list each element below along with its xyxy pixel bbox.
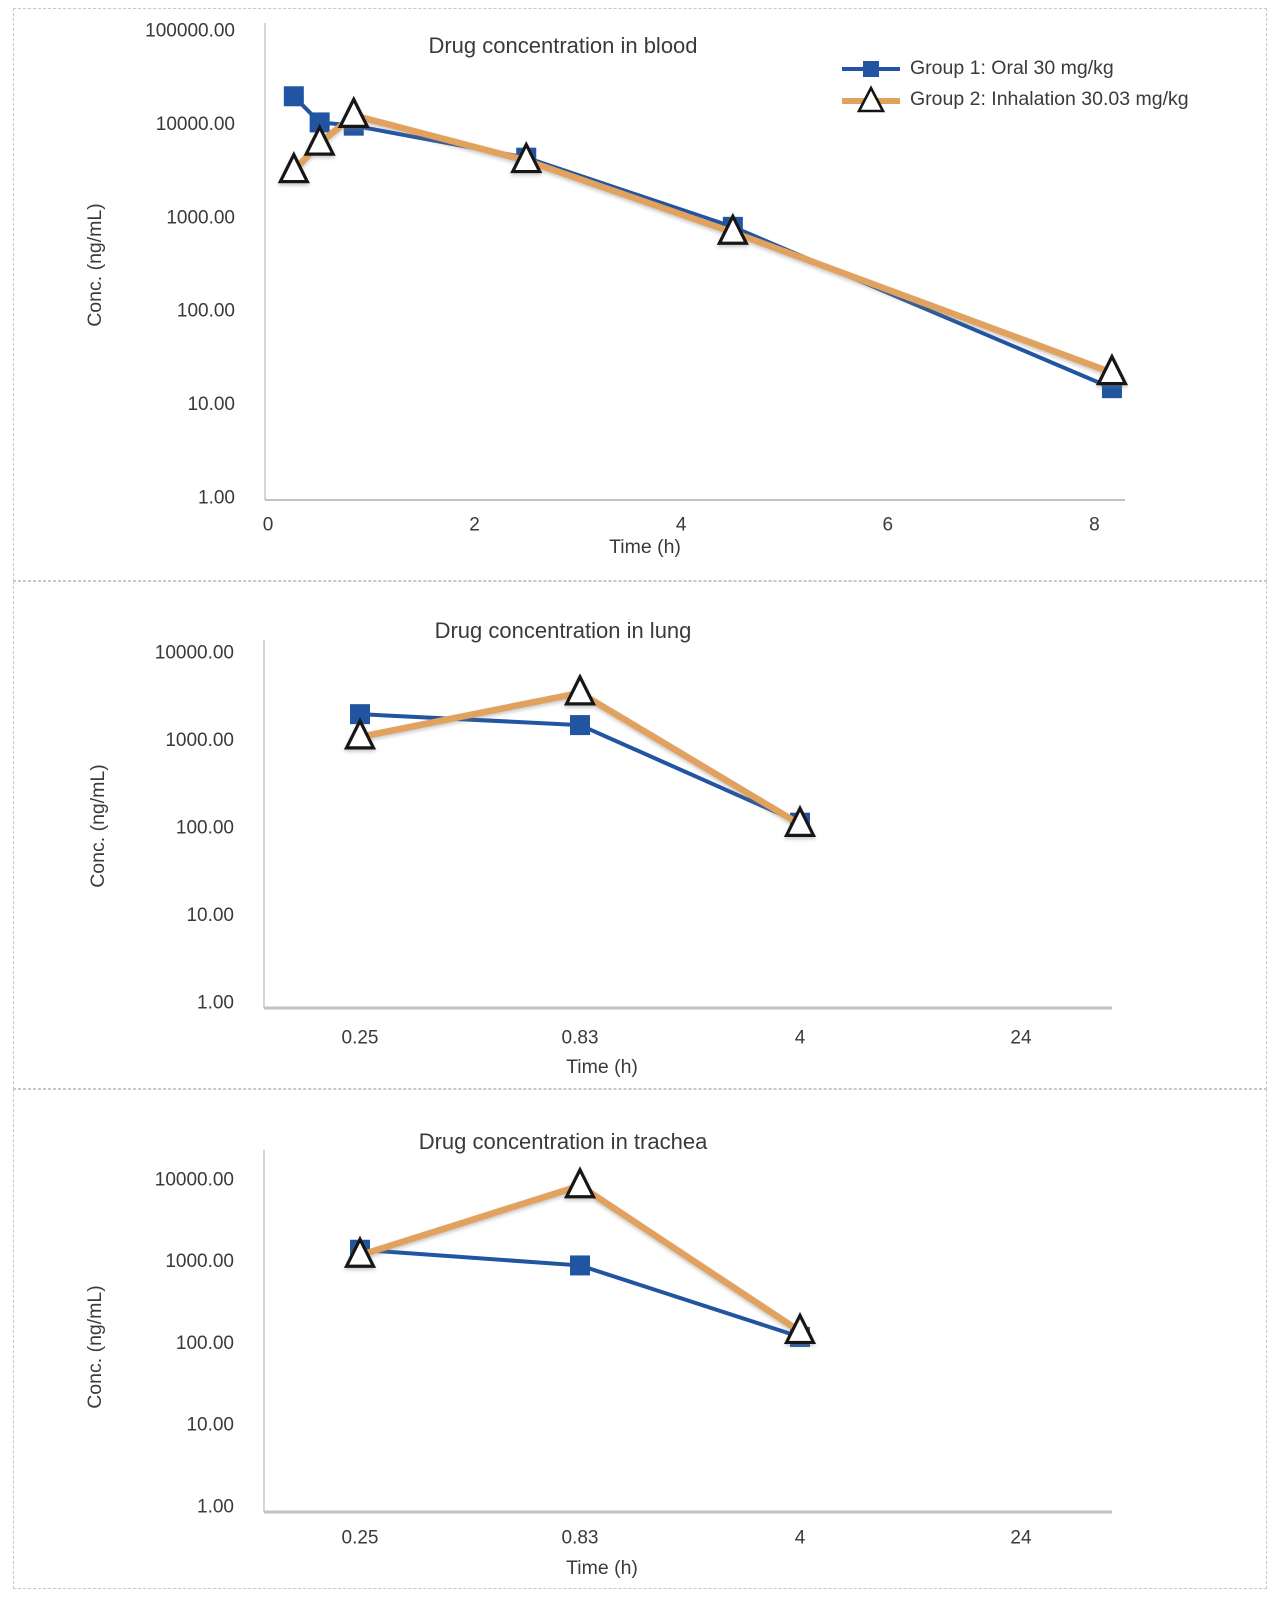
triangle-marker (563, 673, 597, 706)
triangle-marker (337, 95, 370, 128)
y-tick-label: 10000.00 (156, 114, 235, 135)
y-tick-label: 100.00 (176, 818, 234, 839)
y-tick-label: 10000.00 (155, 643, 234, 664)
trachea-x-axis-label: Time (h) (566, 1557, 638, 1579)
y-tick-label: 1000.00 (166, 207, 235, 228)
legend-item-group1: Group 1: Oral 30 mg/kg (840, 53, 1189, 84)
legend-square-marker-icon (863, 60, 879, 77)
lung-chart-plot: 10000.00 1000.00 100.00 10.00 1.00 0.25 0.83 4 2… (155, 640, 1112, 1049)
square-marker (283, 86, 304, 107)
legend-label-group1: Group 1: Oral 30 mg/kg (910, 57, 1114, 79)
trachea-chart-plot: 10000.00 1000.00 100.00 10.00 1.00 0.25 0.83 4 2… (155, 1150, 1112, 1549)
x-tick-label: 0.25 (342, 1028, 379, 1049)
blood-x-axis-label: Time (h) (609, 536, 681, 558)
y-tick-label: 100.00 (176, 1333, 234, 1354)
series-inhalation (343, 1166, 817, 1345)
y-tick-label: 10.00 (186, 905, 234, 926)
trachea-chart-title: Drug concentration in trachea (418, 1129, 708, 1154)
x-tick-label: 0 (263, 515, 274, 536)
lung-x-axis-label: Time (h) (566, 1056, 638, 1078)
panel-border-lung (13, 581, 1267, 1089)
x-tick-label: 24 (1010, 1028, 1032, 1049)
y-tick-label: 1.00 (197, 1496, 234, 1517)
triangle-marker (303, 123, 336, 156)
legend-triangle-marker-icon (856, 84, 886, 112)
y-tick-label: 1.00 (198, 488, 235, 509)
triangle-marker (343, 1235, 377, 1268)
triangle-marker (563, 1166, 597, 1199)
triangle-marker (510, 140, 543, 174)
lung-chart-title: Drug concentration in lung (434, 618, 692, 643)
square-marker (570, 1255, 590, 1276)
x-tick-label: 0.83 (562, 1528, 599, 1549)
y-tick-label: 10000.00 (155, 1170, 234, 1191)
legend: Group 1: Oral 30 mg/kg Group 2: Inhalati… (840, 53, 1189, 115)
y-tick-label: 1000.00 (165, 1251, 234, 1272)
x-tick-label: 0.83 (562, 1028, 599, 1049)
blood-chart-plot: 100000.00 10000.00 1000.00 100.00 10.00 1.00 0… (145, 21, 1129, 536)
square-marker (570, 715, 590, 736)
x-tick-label: 0.25 (342, 1528, 379, 1549)
panel-border-blood (13, 8, 1267, 581)
triangle-marker (783, 804, 817, 837)
blood-chart-title: Drug concentration in blood (428, 33, 698, 58)
legend-label-group2: Group 2: Inhalation 30.03 mg/kg (910, 88, 1189, 110)
triangle-marker (1095, 353, 1129, 386)
series-inhalation (277, 95, 1129, 386)
triangle-marker (343, 717, 377, 750)
y-tick-label: 10.00 (186, 1415, 234, 1436)
series-line (291, 94, 1114, 391)
x-tick-label: 24 (1010, 1528, 1032, 1549)
triangle-marker (783, 1311, 817, 1345)
x-tick-label: 2 (469, 515, 480, 536)
y-tick-label: 100.00 (177, 301, 235, 322)
y-tick-label: 10.00 (187, 394, 235, 415)
x-tick-label: 4 (795, 1528, 806, 1549)
panel-border-trachea (13, 1089, 1267, 1589)
y-tick-label: 1000.00 (165, 730, 234, 751)
series-inhalation (343, 673, 817, 837)
triangle-marker (277, 151, 310, 184)
y-tick-label: 100000.00 (145, 21, 235, 42)
legend-item-group2: Group 2: Inhalation 30.03 mg/kg (840, 84, 1189, 115)
square-marker (309, 112, 330, 133)
x-tick-label: 8 (1089, 515, 1100, 536)
x-tick-label: 4 (676, 515, 687, 536)
legend-swatch-group1 (842, 60, 900, 77)
triangle-marker (716, 212, 749, 245)
square-marker (350, 704, 370, 725)
y-tick-label: 1.00 (197, 993, 234, 1014)
x-tick-label: 4 (795, 1028, 806, 1049)
legend-swatch-group2 (842, 84, 900, 112)
series-line (356, 689, 804, 828)
x-tick-label: 6 (883, 515, 894, 536)
